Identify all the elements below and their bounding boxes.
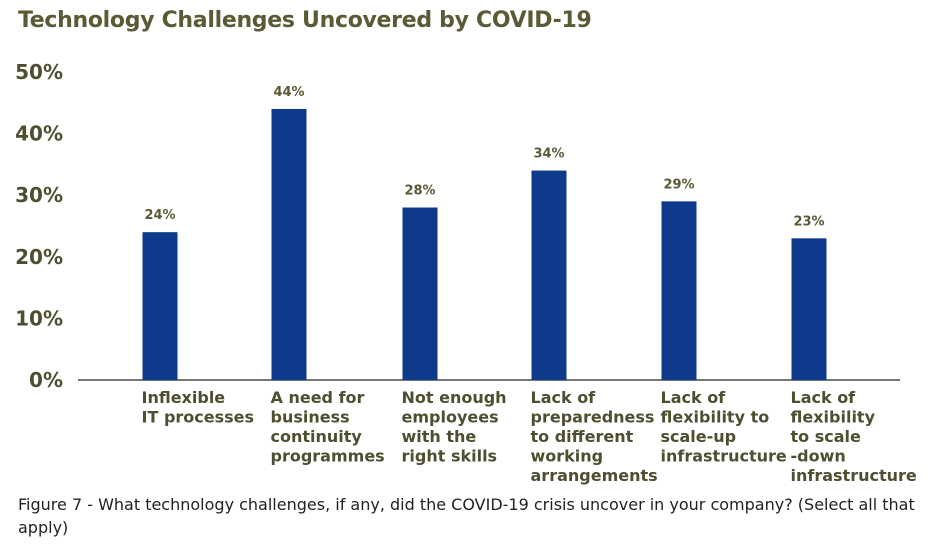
category-label: A need for business continuity programmes bbox=[271, 388, 385, 466]
figure-caption: Figure 7 - What technology challenges, i… bbox=[18, 495, 915, 537]
category-label-line: Not enough bbox=[402, 388, 507, 407]
category-label-line: scale-up bbox=[661, 427, 737, 446]
category-label-line: infrastructure bbox=[791, 466, 917, 485]
category-label-line: programmes bbox=[271, 447, 385, 466]
category-label: Inflexible IT processes bbox=[142, 388, 255, 427]
category-label-line: with the bbox=[402, 427, 477, 446]
bar-chart: 0% 10% 20% 30% 40% 50% 24% 44% 28% 34% 29% 23% Inf… bbox=[15, 60, 917, 485]
y-tick-label: 0% bbox=[29, 368, 63, 392]
data-label: 24% bbox=[144, 208, 175, 223]
category-label: Not enough employees with the right skills bbox=[402, 388, 507, 466]
bar bbox=[402, 207, 438, 380]
category-label-line: right skills bbox=[402, 447, 498, 466]
category-label: Lack of flexibility to scale -down infrastru… bbox=[791, 388, 917, 485]
bar bbox=[531, 170, 567, 380]
data-labels-group: 24% 44% 28% 34% 29% 23% bbox=[144, 85, 824, 229]
y-tick-label: 30% bbox=[15, 183, 63, 207]
data-label: 44% bbox=[273, 85, 304, 100]
category-label: Lack of preparedness to different working ar… bbox=[531, 388, 658, 485]
category-labels-group: Inflexible IT processes A need for business… bbox=[142, 388, 917, 485]
y-axis-ticks: 0% 10% 20% 30% 40% 50% bbox=[15, 60, 63, 392]
category-label-line: Lack of bbox=[661, 388, 727, 407]
category-label-line: to different bbox=[531, 427, 634, 446]
category-label-line: Inflexible bbox=[142, 388, 226, 407]
y-tick-label: 50% bbox=[15, 60, 63, 84]
y-tick-label: 10% bbox=[15, 306, 63, 330]
category-label-line: flexibility bbox=[791, 408, 876, 427]
category-label-line: business bbox=[271, 408, 350, 427]
bar bbox=[791, 238, 827, 380]
bar bbox=[661, 201, 697, 380]
category-label-line: employees bbox=[402, 408, 499, 427]
bar bbox=[142, 232, 178, 380]
category-label-line: infrastructure bbox=[661, 447, 787, 466]
category-label-line: Lack of bbox=[791, 388, 857, 407]
category-label-line: to scale bbox=[791, 427, 862, 446]
category-label: Lack of flexibility to scale-up infrastruct… bbox=[661, 388, 787, 466]
data-label: 23% bbox=[793, 214, 824, 229]
y-tick-label: 40% bbox=[15, 122, 63, 146]
category-label-line: continuity bbox=[271, 427, 363, 446]
category-label-line: flexibility to bbox=[661, 408, 770, 427]
data-label: 29% bbox=[663, 177, 694, 192]
category-label-line: IT processes bbox=[142, 408, 255, 427]
category-label-line: Lack of bbox=[531, 388, 597, 407]
category-label-line: arrangements bbox=[531, 466, 658, 485]
category-label-line: preparedness bbox=[531, 408, 655, 427]
y-tick-label: 20% bbox=[15, 245, 63, 269]
data-label: 28% bbox=[404, 184, 435, 199]
category-label-line: -down bbox=[791, 447, 846, 466]
chart-title: Technology Challenges Uncovered by COVID… bbox=[18, 8, 592, 33]
category-label-line: working bbox=[531, 447, 604, 466]
bar bbox=[271, 108, 307, 381]
data-label: 34% bbox=[533, 147, 564, 162]
category-label-line: A need for bbox=[271, 388, 365, 407]
bars-group bbox=[142, 108, 827, 381]
